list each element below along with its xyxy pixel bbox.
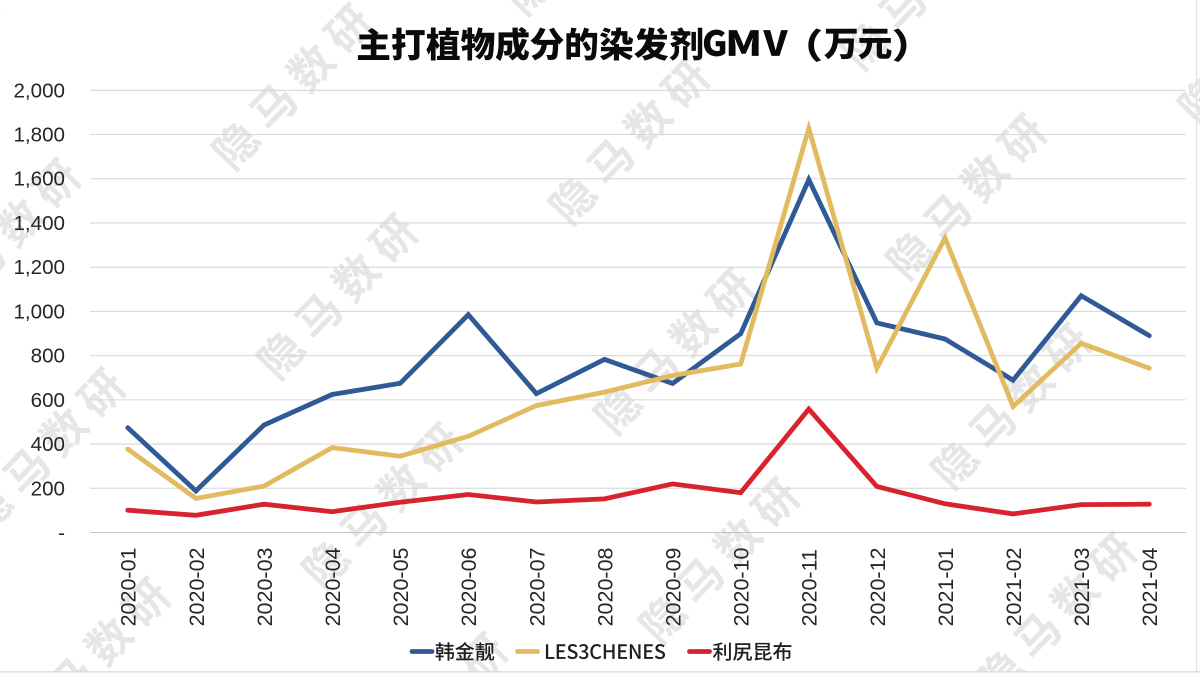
svg-text:2,000: 2,000 — [13, 79, 65, 102]
svg-text:2020-05: 2020-05 — [389, 547, 413, 626]
svg-text:1,400: 1,400 — [13, 212, 65, 235]
svg-text:1,200: 1,200 — [13, 256, 65, 279]
svg-text:1,800: 1,800 — [13, 124, 65, 147]
svg-text:200: 200 — [31, 477, 65, 500]
svg-text:2020-06: 2020-06 — [457, 547, 481, 626]
svg-text:-: - — [58, 522, 65, 545]
svg-text:2020-04: 2020-04 — [321, 547, 345, 626]
svg-text:2020-10: 2020-10 — [730, 547, 754, 626]
svg-text:2021-03: 2021-03 — [1070, 547, 1094, 626]
svg-text:2020-12: 2020-12 — [866, 547, 890, 626]
svg-text:2020-03: 2020-03 — [253, 547, 277, 626]
svg-text:1,600: 1,600 — [13, 168, 65, 191]
svg-text:2021-01: 2021-01 — [934, 547, 958, 626]
svg-text:2020-08: 2020-08 — [593, 547, 617, 626]
svg-text:2021-04: 2021-04 — [1138, 547, 1162, 626]
svg-text:2020-09: 2020-09 — [662, 547, 686, 626]
svg-text:600: 600 — [31, 389, 65, 412]
svg-text:2021-02: 2021-02 — [1002, 547, 1026, 626]
svg-text:2020-07: 2020-07 — [525, 547, 549, 626]
svg-text:2020-11: 2020-11 — [798, 549, 822, 626]
svg-text:2020-02: 2020-02 — [185, 547, 209, 626]
svg-text:2020-01: 2020-01 — [117, 547, 141, 626]
svg-text:1,000: 1,000 — [13, 300, 65, 323]
svg-text:800: 800 — [31, 345, 65, 368]
svg-text:400: 400 — [31, 433, 65, 456]
